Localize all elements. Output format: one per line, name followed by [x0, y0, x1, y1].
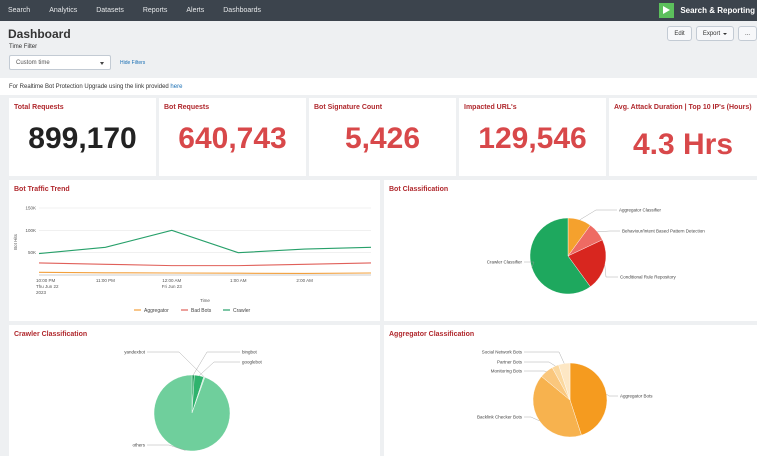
kpi-title: Impacted URL's — [464, 104, 517, 111]
pie-label: Backlink Checker Bots — [477, 415, 523, 420]
pie-label: yandexbot — [124, 350, 146, 355]
leader-line — [524, 261, 535, 268]
crawler-classification-chart[interactable]: bingbot googlebot yandexbot others — [9, 325, 380, 456]
time-filter-select[interactable]: Custom time — [9, 55, 111, 70]
time-filter-value: Custom time — [16, 60, 50, 66]
series-line-crawler — [38, 229, 372, 255]
hide-filters-link[interactable]: Hide Filters — [120, 60, 146, 66]
leader-line — [597, 230, 620, 232]
y-axis-label: Bot Hits — [13, 233, 18, 250]
pie-label: Behaviour/Intent Based Pattern Detection — [622, 229, 705, 234]
kpi-avg-attack-duration: Avg. Attack Duration | Top 10 IP's (Hour… — [609, 98, 757, 176]
pie-slice-conditional-rule-repository — [567, 239, 607, 288]
leader-line — [147, 351, 205, 378]
kpi-bot-signature-count: Bot Signature Count 5,426 — [309, 98, 456, 176]
upgrade-notice: For Realtime Bot Protection Upgrade usin… — [9, 84, 182, 90]
pie-label: Partner Bots — [497, 360, 523, 365]
kpi-value: 5,426 — [344, 122, 421, 155]
x-tick-label: 12:00 AM Fri Jun 23 — [162, 278, 183, 289]
kpi-title: Avg. Attack Duration | Top 10 IP's (Hour… — [614, 104, 752, 111]
kpi-title: Bot Signature Count — [314, 104, 383, 111]
pie-label: Social Network Bots — [482, 350, 523, 355]
nav-search[interactable]: Search — [8, 7, 31, 14]
x-axis-label: Time — [200, 298, 210, 303]
kpi-value: 4.3 Hrs — [632, 128, 734, 161]
export-button-label: Export — [702, 30, 721, 37]
kpi-title: Total Requests — [14, 104, 64, 111]
leader-line — [524, 351, 565, 364]
leader-line — [198, 361, 240, 376]
kpi-total-requests: Total Requests 899,170 — [9, 98, 156, 176]
leader-line — [147, 444, 186, 451]
time-filter-label: Time Filter — [9, 44, 38, 50]
x-tick-label: 1:00 AM — [230, 278, 247, 283]
notice-text: For Realtime Bot Protection Upgrade usin… — [9, 84, 169, 90]
aggregator-classification-chart[interactable]: Aggregator Bots Backlink Checker Bots Moni… — [384, 325, 757, 456]
x-tick-label: 10:00 PM Thu Jun 22 2023 — [36, 278, 59, 295]
pie-label: others — [132, 443, 145, 448]
leader-line — [524, 416, 540, 421]
pie-label: bingbot — [242, 350, 258, 355]
panel-title: Bot Classification — [389, 186, 449, 193]
app-name: Search & Reporting — [680, 6, 755, 15]
export-button[interactable]: Export — [696, 26, 734, 41]
panel-title: Aggregator Classification — [389, 331, 475, 338]
crawler-classification-panel: Crawler Classification bingbot googlebot y… — [9, 325, 380, 456]
series-line-bad-bots — [38, 262, 372, 267]
pie-label: googlebot — [242, 360, 263, 365]
panel-title: Crawler Classification — [14, 331, 88, 338]
pie-label: Aggregator Bots — [620, 394, 653, 399]
nav-reports[interactable]: Reports — [142, 7, 168, 14]
nav-datasets[interactable]: Datasets — [96, 7, 124, 14]
pie-label: Crawler Classifier — [487, 260, 523, 265]
legend-label: Bad Bots — [191, 308, 212, 314]
kpi-value: 129,546 — [478, 122, 587, 155]
pie-slice-backlink-checker-bots — [532, 376, 582, 438]
x-tick-label: 11:00 PM — [96, 278, 115, 283]
kpi-value: 640,743 — [178, 122, 287, 155]
notice-bar — [0, 78, 757, 95]
edit-button[interactable]: Edit — [667, 26, 692, 41]
edit-button-label: Edit — [674, 30, 685, 37]
x-tick-label: 2:00 AM — [296, 278, 313, 283]
pie-label: Monitoring Bots — [491, 369, 523, 374]
page-title: Dashboard — [8, 27, 71, 41]
more-button-label: ... — [744, 30, 750, 37]
panel-title: Bot Traffic Trend — [14, 186, 70, 193]
pie-label: Conditional Rule Repository — [620, 275, 677, 280]
y-tick-label: 50K — [28, 250, 36, 255]
app-badge[interactable]: Search & Reporting — [659, 0, 757, 21]
nav-analytics[interactable]: Analytics — [49, 7, 78, 14]
legend-label: Aggregator — [144, 308, 169, 314]
bot-traffic-trend-panel: Bot Traffic Trend 150K 100K 50K Bot Hits 10:… — [9, 180, 380, 321]
kpi-value: 899,170 — [28, 122, 137, 155]
top-nav: Search Analytics Datasets Reports Alerts… — [0, 0, 757, 21]
pie-label: Aggregator Classifier — [619, 208, 662, 213]
nav-alerts[interactable]: Alerts — [186, 7, 205, 14]
aggregator-classification-panel: Aggregator Classification Aggregator Bot… — [384, 325, 757, 456]
kpi-impacted-urls: Impacted URL's 129,546 — [459, 98, 606, 176]
notice-link[interactable]: here — [170, 84, 183, 90]
more-button[interactable]: ... — [738, 26, 757, 41]
y-tick-label: 100K — [25, 228, 36, 233]
y-tick-label: 150K — [25, 206, 36, 211]
legend-label: Crawler — [233, 308, 251, 314]
leader-line — [579, 209, 617, 221]
app-logo-icon — [659, 3, 675, 18]
leader-line — [606, 394, 618, 397]
leader-line — [193, 351, 240, 376]
kpi-bot-requests: Bot Requests 640,743 — [159, 98, 306, 176]
pie-slice-aggregator-bots — [569, 362, 608, 436]
pie-slice-others — [153, 374, 231, 452]
bot-classification-chart[interactable]: Aggregator Classifier Behaviour/Intent Ba… — [384, 180, 757, 321]
series-line-aggregator — [38, 271, 372, 274]
chevron-down-icon — [100, 62, 104, 65]
bot-classification-panel: Bot Classification Aggregator Classifier… — [384, 180, 757, 321]
bot-traffic-trend-chart[interactable]: 150K 100K 50K Bot Hits 10:00 PM Thu Jun 22 202… — [9, 180, 380, 321]
kpi-title: Bot Requests — [164, 104, 210, 111]
nav-dashboards[interactable]: Dashboards — [223, 7, 261, 14]
leader-line — [604, 265, 618, 278]
chevron-down-icon — [723, 32, 728, 35]
leader-line — [524, 361, 556, 367]
